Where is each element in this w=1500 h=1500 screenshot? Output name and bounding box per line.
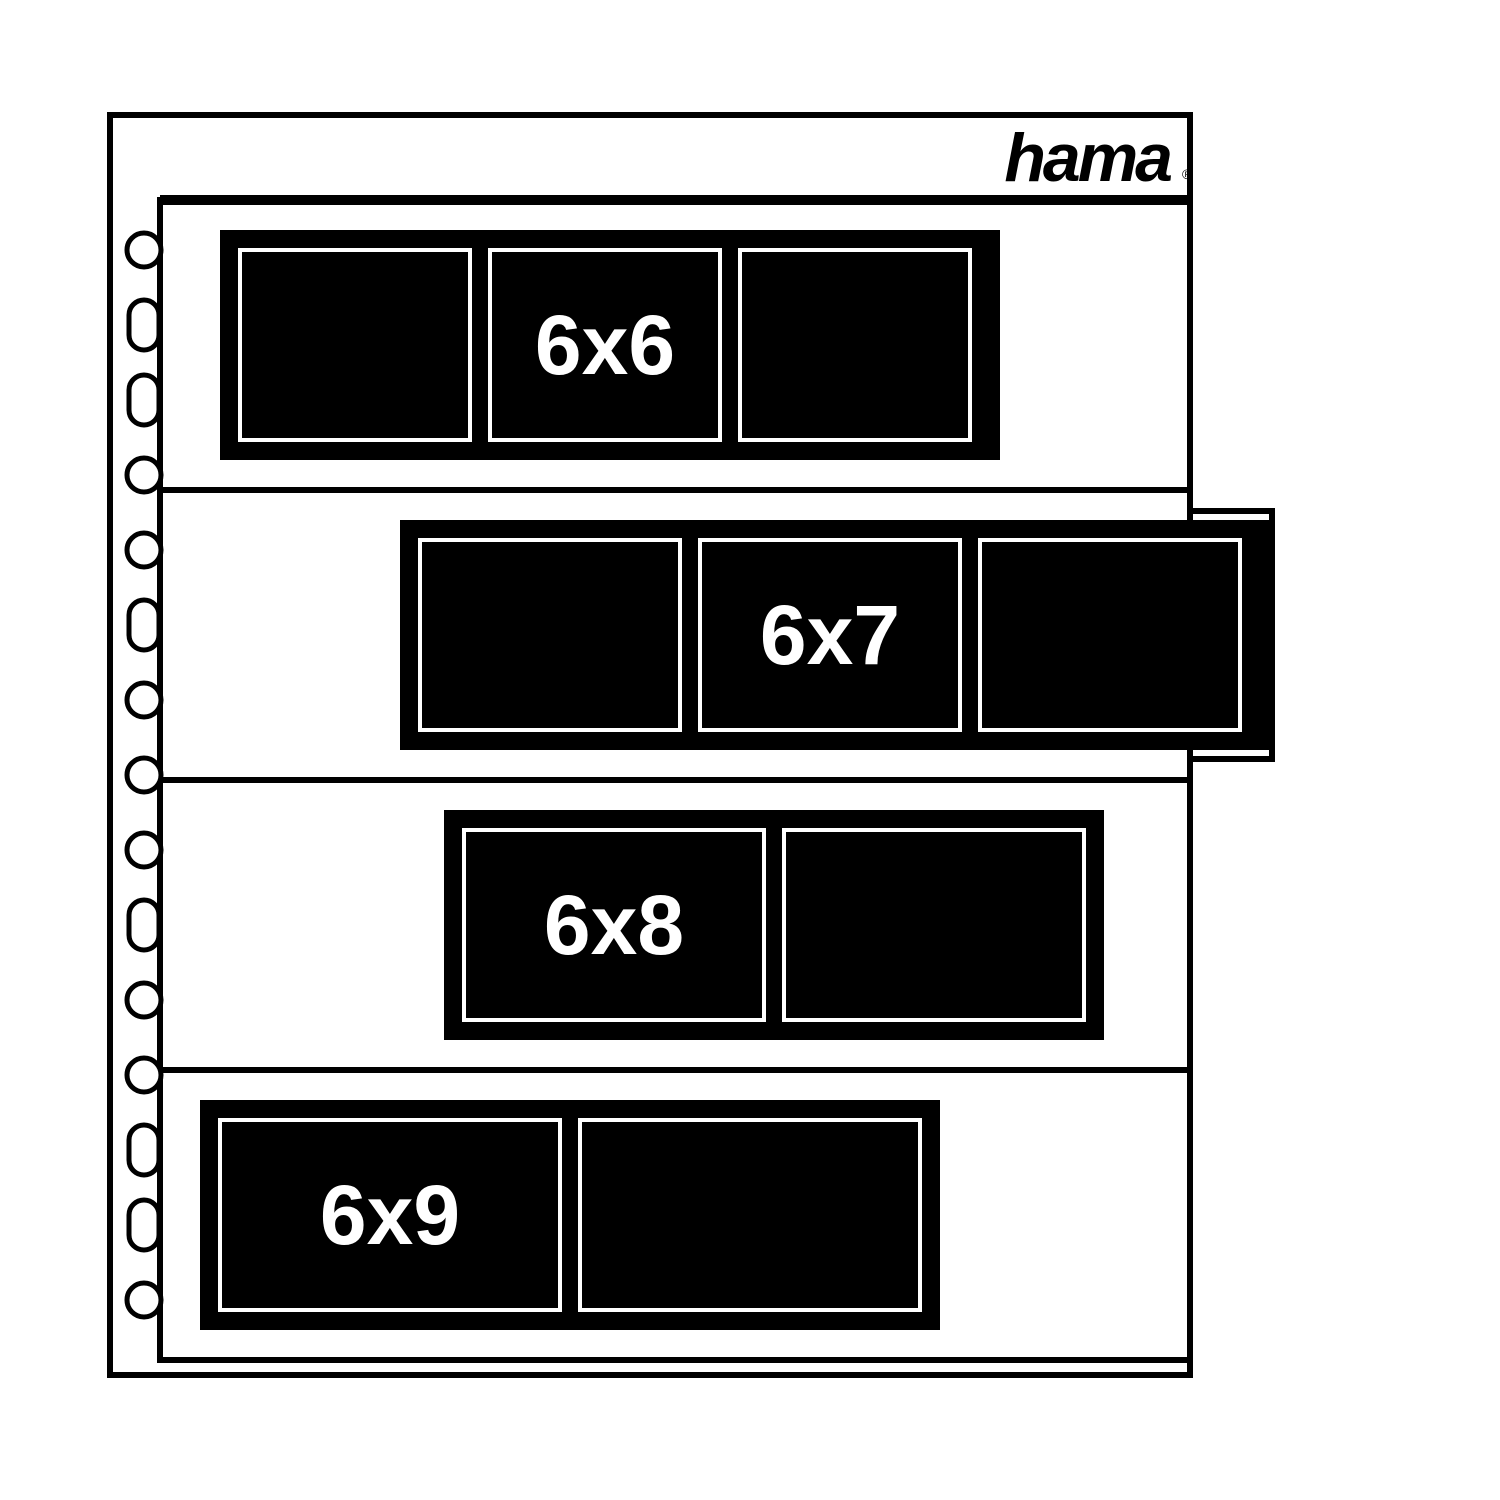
binder-hole-2 — [129, 375, 159, 425]
strip-6x9-label: 6x9 — [320, 1168, 460, 1262]
strip-6x7-frame-0 — [420, 540, 680, 730]
strip-6x6-label: 6x6 — [535, 298, 675, 392]
strip-6x7-frame-2 — [980, 540, 1240, 730]
binder-hole-14 — [127, 1283, 161, 1317]
strip-6x7-label: 6x7 — [760, 588, 900, 682]
negative-sleeve-diagram: hama ® 6x6 6x7 6x8 6x9 — [0, 0, 1500, 1500]
binder-hole-3 — [127, 458, 161, 492]
binder-hole-12 — [129, 1125, 159, 1175]
binder-hole-10 — [127, 983, 161, 1017]
binder-hole-11 — [127, 1058, 161, 1092]
strip-6x8-label: 6x8 — [544, 878, 684, 972]
strip-6x8-frame-1 — [784, 830, 1084, 1020]
strip-6x6-frame-0 — [240, 250, 470, 440]
brand-logo: hama — [1004, 120, 1171, 196]
binder-hole-9 — [129, 900, 159, 950]
strip-6x6-frame-2 — [740, 250, 970, 440]
binder-hole-8 — [127, 833, 161, 867]
binder-hole-0 — [127, 233, 161, 267]
binder-hole-5 — [129, 600, 159, 650]
binder-hole-13 — [129, 1200, 159, 1250]
binder-hole-6 — [127, 683, 161, 717]
binder-hole-1 — [129, 300, 159, 350]
strip-6x9-frame-1 — [580, 1120, 920, 1310]
binder-hole-4 — [127, 533, 161, 567]
binder-hole-7 — [127, 758, 161, 792]
brand-trademark: ® — [1182, 166, 1193, 182]
